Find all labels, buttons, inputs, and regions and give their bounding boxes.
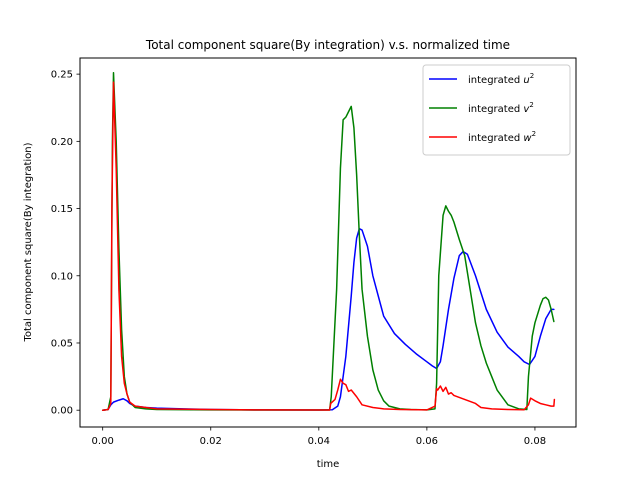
plot-area bbox=[101, 72, 556, 411]
x-tick-label: 0.02 bbox=[200, 436, 222, 447]
y-tick-label: 0.10 bbox=[51, 271, 73, 282]
y-axis: 0.00 0.05 0.10 0.15 0.20 0.25 bbox=[51, 70, 80, 417]
axes-frame bbox=[79, 57, 577, 428]
y-tick-label: 0.15 bbox=[51, 204, 73, 215]
x-tick-label: 0.04 bbox=[308, 436, 330, 447]
chart-title: Total component square(By integration) v… bbox=[145, 38, 510, 52]
legend: integrated u2 integrated v2 integrated w2 bbox=[422, 64, 571, 156]
x-tick-label: 0.08 bbox=[524, 436, 546, 447]
series-line-w2 bbox=[101, 81, 556, 411]
y-tick-label: 0.05 bbox=[51, 338, 73, 349]
y-axis-label: Total component square(By integration) bbox=[23, 142, 34, 342]
x-tick-label: 0.06 bbox=[416, 436, 438, 447]
x-axis: 0.00 0.02 0.04 0.06 0.08 bbox=[92, 427, 546, 447]
y-tick-label: 0.00 bbox=[51, 406, 73, 417]
x-tick-label: 0.00 bbox=[92, 436, 114, 447]
legend-label-u2: integrated u2 bbox=[468, 72, 534, 86]
legend-box bbox=[422, 64, 571, 156]
legend-label-w2: integrated w2 bbox=[468, 130, 536, 144]
y-tick-label: 0.20 bbox=[51, 137, 73, 148]
x-axis-label: time bbox=[317, 459, 340, 470]
legend-label-v2: integrated v2 bbox=[468, 101, 534, 115]
y-tick-label: 0.25 bbox=[51, 70, 73, 81]
